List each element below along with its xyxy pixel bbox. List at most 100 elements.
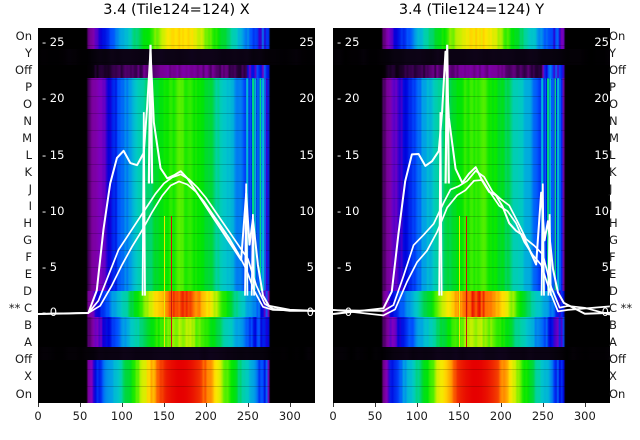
heatmap-row-seam [38, 62, 315, 64]
heatmap-panel-x[interactable]: - 25 25 - 20 20 - 15 15 - 10 10 - 5 5 - 0 0 [38, 28, 315, 403]
heatmap-row-seam [333, 45, 610, 47]
category-label: On [609, 28, 626, 43]
y-tick-label-right: 0 [601, 305, 609, 319]
heatmap-row-seam [333, 164, 610, 166]
trace-spike [444, 44, 450, 184]
category-label: G [609, 233, 618, 248]
category-label: O [609, 96, 619, 111]
category-label: On [609, 386, 626, 401]
heatmap-band [333, 49, 610, 65]
heatmap-band [333, 28, 610, 49]
x-tick-label: 50 [72, 409, 88, 423]
category-label: ** C [8, 301, 32, 316]
heatmap-row-seam [333, 232, 610, 234]
heatmap-row-seam [333, 113, 610, 115]
category-label: P [25, 79, 32, 94]
y-tick-label-right: 25 [594, 35, 609, 49]
heatmap-row-seam [333, 147, 610, 149]
category-label: G [23, 233, 32, 248]
category-label: F [25, 250, 32, 265]
heatmap-row-seam [333, 79, 610, 81]
heatmap-row-seam [38, 232, 315, 234]
category-label: A [24, 335, 32, 350]
category-label: M [609, 130, 619, 145]
x-tick-label: 250 [531, 409, 554, 423]
x-tick-mark [121, 403, 123, 407]
x-tick-mark [289, 403, 291, 407]
heatmap-row-seam [333, 249, 610, 251]
x-tick-label: 100 [405, 409, 428, 423]
category-label: Off [609, 62, 626, 77]
trace-line [38, 180, 315, 315]
heatmap-band [333, 346, 610, 360]
category-label: N [23, 113, 32, 128]
category-label: On [15, 28, 32, 43]
category-label: P [609, 79, 616, 94]
y-tick-label-right: 25 [299, 35, 314, 49]
category-label: E [609, 267, 617, 282]
category-label: K [609, 164, 617, 179]
category-label: H [609, 216, 618, 230]
heatmap-row-seam [38, 113, 315, 115]
heatmap-band [38, 78, 315, 291]
heatmap-band [333, 64, 610, 79]
heatmap-band [38, 28, 315, 49]
heatmap-row-seam [333, 283, 610, 285]
heatmap-band [38, 64, 315, 79]
x-axis: 0 50 100 150 200 250 300 [329, 403, 610, 440]
y-tick-label-right: 5 [306, 260, 314, 274]
heatmap-row-seam [333, 334, 610, 336]
trace-line [38, 173, 315, 315]
x-tick-label: 150 [447, 409, 470, 423]
x-tick-mark [247, 403, 249, 407]
vertical-marker-line [170, 215, 172, 347]
heatmap-row-seam [333, 96, 610, 98]
y-tick-label-left: - 0 [337, 305, 353, 319]
trace-spike [250, 214, 255, 296]
category-label: E [24, 267, 32, 282]
heatmap-row-seam [333, 266, 610, 268]
category-label: C ** [609, 301, 633, 316]
category-label: K [24, 164, 32, 179]
y-tick-label-left: - 15 [42, 147, 65, 162]
y-tick-label-right: 15 [594, 147, 609, 162]
category-label: D [23, 284, 32, 299]
y-tick-label-right: 10 [594, 203, 609, 218]
y-tick-label-left: - 10 [42, 203, 65, 218]
heatmap-row-seam [333, 368, 610, 370]
x-tick-mark [80, 403, 81, 407]
heatmap-row-seam [333, 300, 610, 302]
x-tick-label: 0 [34, 409, 42, 423]
trace-overlay [333, 44, 610, 317]
x-tick-label: 300 [278, 409, 301, 423]
trace-spike [438, 112, 443, 296]
x-tick-mark [205, 403, 207, 407]
y-tick-label-left: - 20 [42, 91, 65, 106]
vertical-marker-line [458, 215, 461, 347]
x-axis: 0 50 100 150 200 250 300 [34, 403, 315, 440]
heatmap-panel-y[interactable]: - 25 25 - 20 20 - 15 15 - 10 10 - 5 5 - 0 0 [333, 28, 610, 403]
heatmap-stripe-overlay [246, 78, 267, 291]
category-label: H [23, 216, 32, 230]
category-label: L [609, 147, 616, 162]
category-label: B [24, 318, 32, 333]
heatmap-row-seam [38, 198, 315, 200]
x-tick-label: 50 [367, 409, 383, 423]
x-tick-mark [500, 403, 502, 407]
x-tick-mark [375, 403, 376, 407]
x-tick-label: 250 [236, 409, 259, 423]
y-tick-label-left: - 0 [42, 305, 58, 319]
y-tick-label-left: - 25 [337, 35, 360, 49]
x-tick-mark [584, 403, 586, 407]
category-label: Off [15, 62, 32, 77]
category-label: O [22, 96, 32, 111]
heatmap-row-seam [333, 351, 610, 353]
category-label: B [609, 318, 617, 333]
vertical-marker-line [163, 215, 166, 347]
category-label: Y [609, 45, 617, 60]
heatmap-band [333, 359, 610, 403]
heatmap-row-seam [38, 164, 315, 166]
y-tick-label-left: - 5 [42, 260, 58, 274]
category-label: L [25, 147, 32, 162]
heatmap-row-seam [38, 368, 315, 370]
